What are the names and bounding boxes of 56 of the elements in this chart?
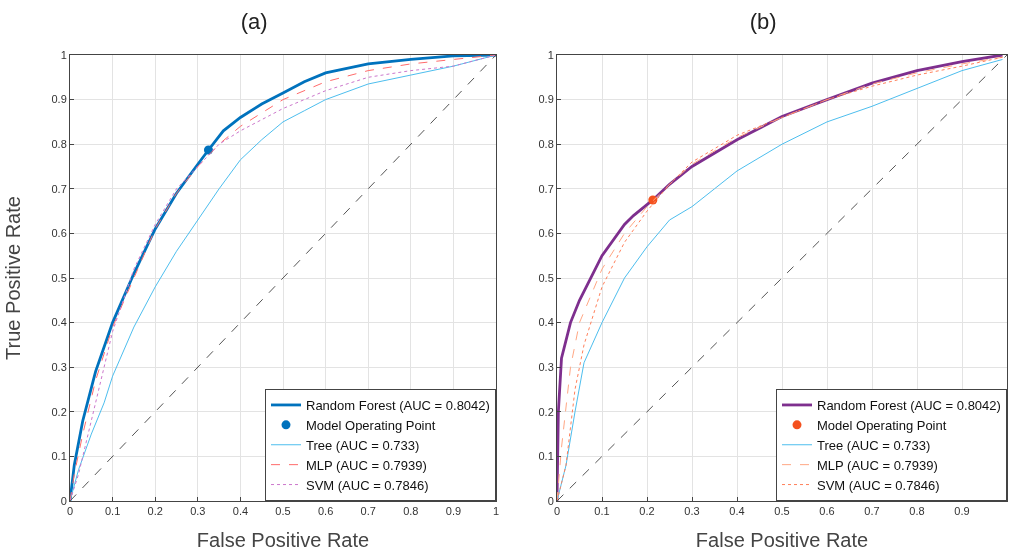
x-tick-label: 0.1 bbox=[593, 505, 610, 518]
legend-label: Random Forest (AUC = 0.8042) bbox=[816, 398, 1001, 414]
x-axis-title: False Positive Rate bbox=[695, 529, 868, 551]
y-tick-label: 0.7 bbox=[538, 182, 554, 195]
x-tick-label: 0.2 bbox=[638, 505, 655, 518]
y-tick-label: 0.1 bbox=[538, 450, 554, 463]
y-tick-label: 0.6 bbox=[538, 227, 554, 240]
x-tick-label: 0.1 bbox=[104, 505, 121, 518]
y-tick-label: 0 bbox=[60, 494, 67, 507]
y-tick-label: 0.9 bbox=[538, 93, 554, 106]
legend-label: Model Operating Point bbox=[306, 417, 436, 433]
y-tick-label: 0.1 bbox=[51, 450, 67, 463]
legend-label: Tree (AUC = 0.733) bbox=[816, 437, 930, 453]
y-tick-label: 0.3 bbox=[51, 361, 67, 374]
y-tick-label: 0.3 bbox=[538, 361, 554, 374]
x-tick-label: 0.3 bbox=[190, 505, 206, 518]
y-tick-label: 0.2 bbox=[51, 405, 67, 418]
y-tick-label: 0.4 bbox=[538, 316, 554, 329]
y-axis-title: True Positive Rate bbox=[2, 196, 24, 360]
legend-label: MLP (AUC = 0.7939) bbox=[816, 457, 938, 473]
legend-label: SVM (AUC = 0.7846) bbox=[306, 477, 429, 493]
legend-label: Tree (AUC = 0.733) bbox=[306, 437, 420, 453]
y-tick-label: 1 bbox=[547, 48, 554, 61]
chart-title: (a) bbox=[240, 9, 268, 35]
x-tick-label: 0.4 bbox=[232, 505, 249, 518]
legend-label: SVM (AUC = 0.7846) bbox=[816, 477, 939, 493]
x-tick-label: 0.9 bbox=[445, 505, 462, 518]
legend-label: Random Forest (AUC = 0.8042) bbox=[306, 398, 490, 414]
legend-label: MLP (AUC = 0.7939) bbox=[306, 457, 427, 473]
x-tick-label: 0.5 bbox=[275, 505, 291, 518]
x-tick-label: 0.5 bbox=[773, 505, 790, 518]
x-tick-label: 0.6 bbox=[317, 505, 334, 518]
y-tick-label: 0.8 bbox=[51, 138, 67, 151]
x-tick-label: 0.2 bbox=[147, 505, 163, 518]
y-tick-label: 0.6 bbox=[51, 227, 67, 240]
x-tick-label: 0.8 bbox=[908, 505, 925, 518]
y-tick-label: 0.5 bbox=[51, 271, 67, 284]
y-tick-label: 0.8 bbox=[538, 138, 554, 151]
x-tick-label: 0.3 bbox=[683, 505, 700, 518]
legend-label: Model Operating Point bbox=[816, 417, 947, 433]
y-tick-label: 0 bbox=[547, 494, 554, 507]
chart-title: (b) bbox=[749, 9, 777, 35]
y-tick-label: 0.7 bbox=[51, 182, 67, 195]
x-tick-label: 0.8 bbox=[403, 505, 419, 518]
x-tick-label: 0.7 bbox=[360, 505, 376, 518]
x-tick-label: 0.6 bbox=[818, 505, 835, 518]
y-tick-label: 0.2 bbox=[538, 405, 554, 418]
x-tick-label: 1 bbox=[492, 505, 500, 518]
x-tick-label: 0.7 bbox=[863, 505, 880, 518]
x-axis-title: False Positive Rate bbox=[196, 529, 370, 551]
y-tick-label: 0.4 bbox=[51, 316, 67, 329]
x-tick-label: 0.9 bbox=[953, 505, 970, 518]
x-tick-label: 0.4 bbox=[728, 505, 745, 518]
y-tick-label: 1 bbox=[60, 48, 67, 61]
y-tick-label: 0.5 bbox=[538, 271, 554, 284]
y-tick-label: 0.9 bbox=[51, 93, 67, 106]
